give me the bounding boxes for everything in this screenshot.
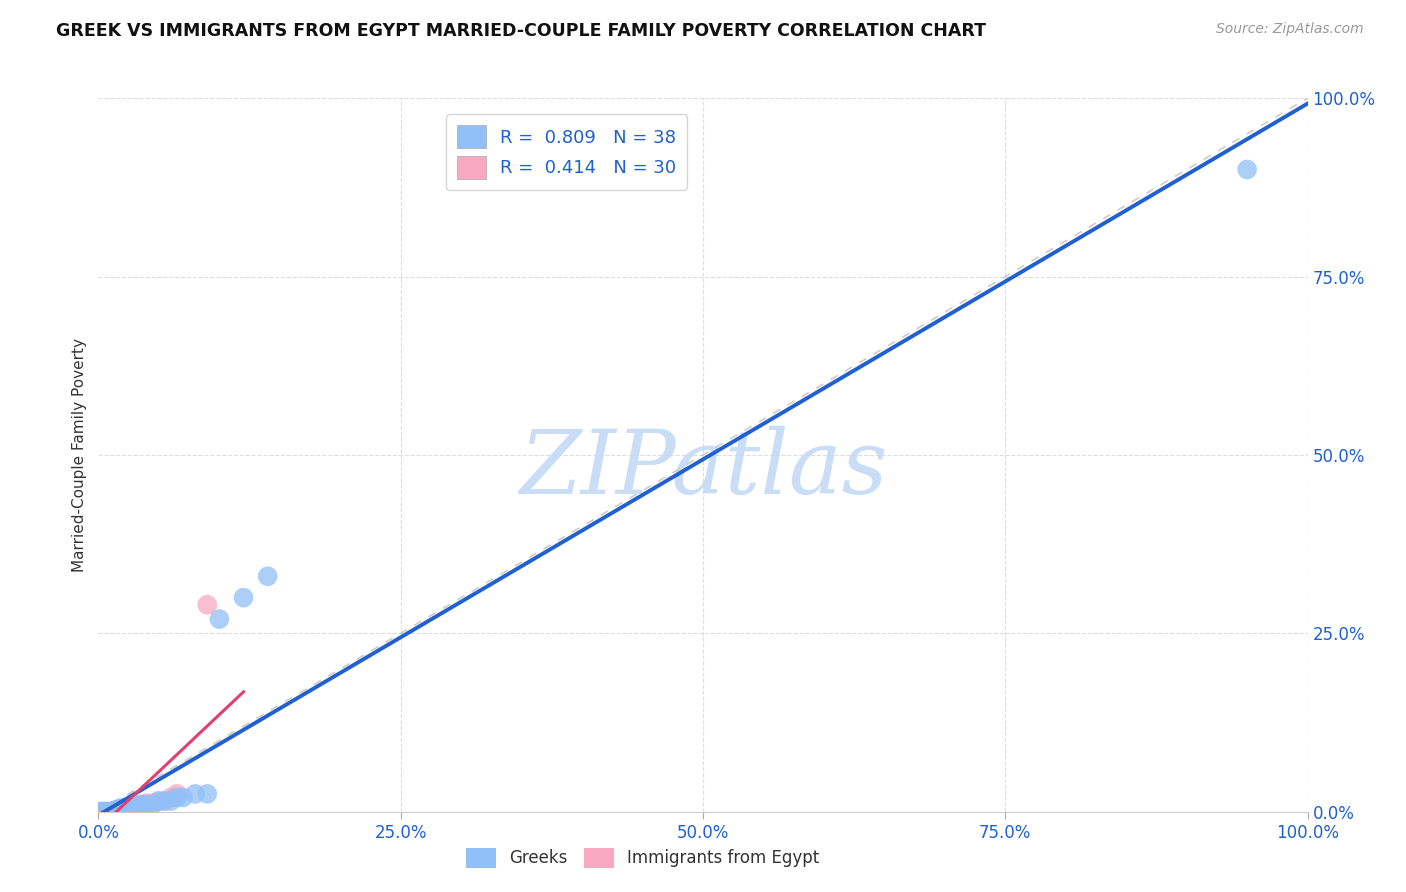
Point (108, 801, 131, 815)
Point (100, 805, 122, 819)
Point (96, 805, 118, 819)
Point (105, 803, 128, 817)
Legend: Greeks, Immigrants from Egypt: Greeks, Immigrants from Egypt (458, 841, 827, 875)
Point (91, 805, 114, 819)
Point (166, 790, 188, 805)
Point (124, 797, 146, 812)
Point (111, 801, 134, 815)
Point (121, 799, 143, 814)
Point (153, 794, 176, 808)
Point (108, 803, 131, 817)
Point (105, 803, 128, 817)
Point (114, 801, 136, 815)
Point (91, 805, 114, 819)
Point (103, 805, 125, 819)
Point (93, 805, 115, 819)
Point (208, 612, 231, 626)
Point (111, 801, 134, 815)
Y-axis label: Married-Couple Family Poverty: Married-Couple Family Poverty (72, 338, 87, 572)
Point (103, 804, 125, 818)
Point (94, 805, 117, 819)
Text: ZIPatlas: ZIPatlas (519, 425, 887, 513)
Point (195, 598, 218, 612)
Point (118, 799, 141, 814)
Point (142, 797, 165, 812)
Point (142, 796, 165, 810)
Point (135, 796, 157, 810)
Point (129, 797, 152, 812)
Point (195, 787, 218, 801)
Point (97, 805, 120, 819)
Point (1236, 162, 1258, 177)
Point (91, 805, 114, 819)
Point (93, 805, 115, 819)
Point (107, 803, 129, 817)
Point (184, 787, 207, 801)
Point (98, 805, 121, 819)
Point (129, 797, 152, 812)
Point (91, 805, 114, 819)
Point (101, 805, 124, 819)
Point (96, 805, 118, 819)
Point (101, 804, 124, 818)
Point (98, 805, 121, 819)
Point (100, 805, 122, 819)
Point (104, 803, 127, 817)
Point (107, 803, 129, 817)
Point (104, 803, 127, 817)
Point (97, 805, 120, 819)
Point (118, 799, 141, 814)
Point (100, 805, 122, 819)
Point (100, 805, 122, 819)
Point (232, 591, 254, 605)
Point (256, 569, 278, 583)
Point (114, 801, 136, 815)
Point (135, 797, 157, 812)
Text: Source: ZipAtlas.com: Source: ZipAtlas.com (1216, 22, 1364, 37)
Point (93, 805, 115, 819)
Point (100, 805, 122, 819)
Point (166, 787, 188, 801)
Point (153, 794, 176, 808)
Text: GREEK VS IMMIGRANTS FROM EGYPT MARRIED-COUPLE FAMILY POVERTY CORRELATION CHART: GREEK VS IMMIGRANTS FROM EGYPT MARRIED-C… (56, 22, 986, 40)
Point (90, 805, 112, 819)
Point (148, 794, 170, 808)
Point (97, 805, 120, 819)
Point (90, 805, 112, 819)
Point (94, 805, 117, 819)
Point (148, 794, 170, 808)
Point (124, 799, 146, 814)
Point (172, 790, 194, 805)
Point (160, 794, 183, 808)
Point (93, 805, 115, 819)
Point (121, 799, 143, 814)
Point (160, 790, 183, 805)
